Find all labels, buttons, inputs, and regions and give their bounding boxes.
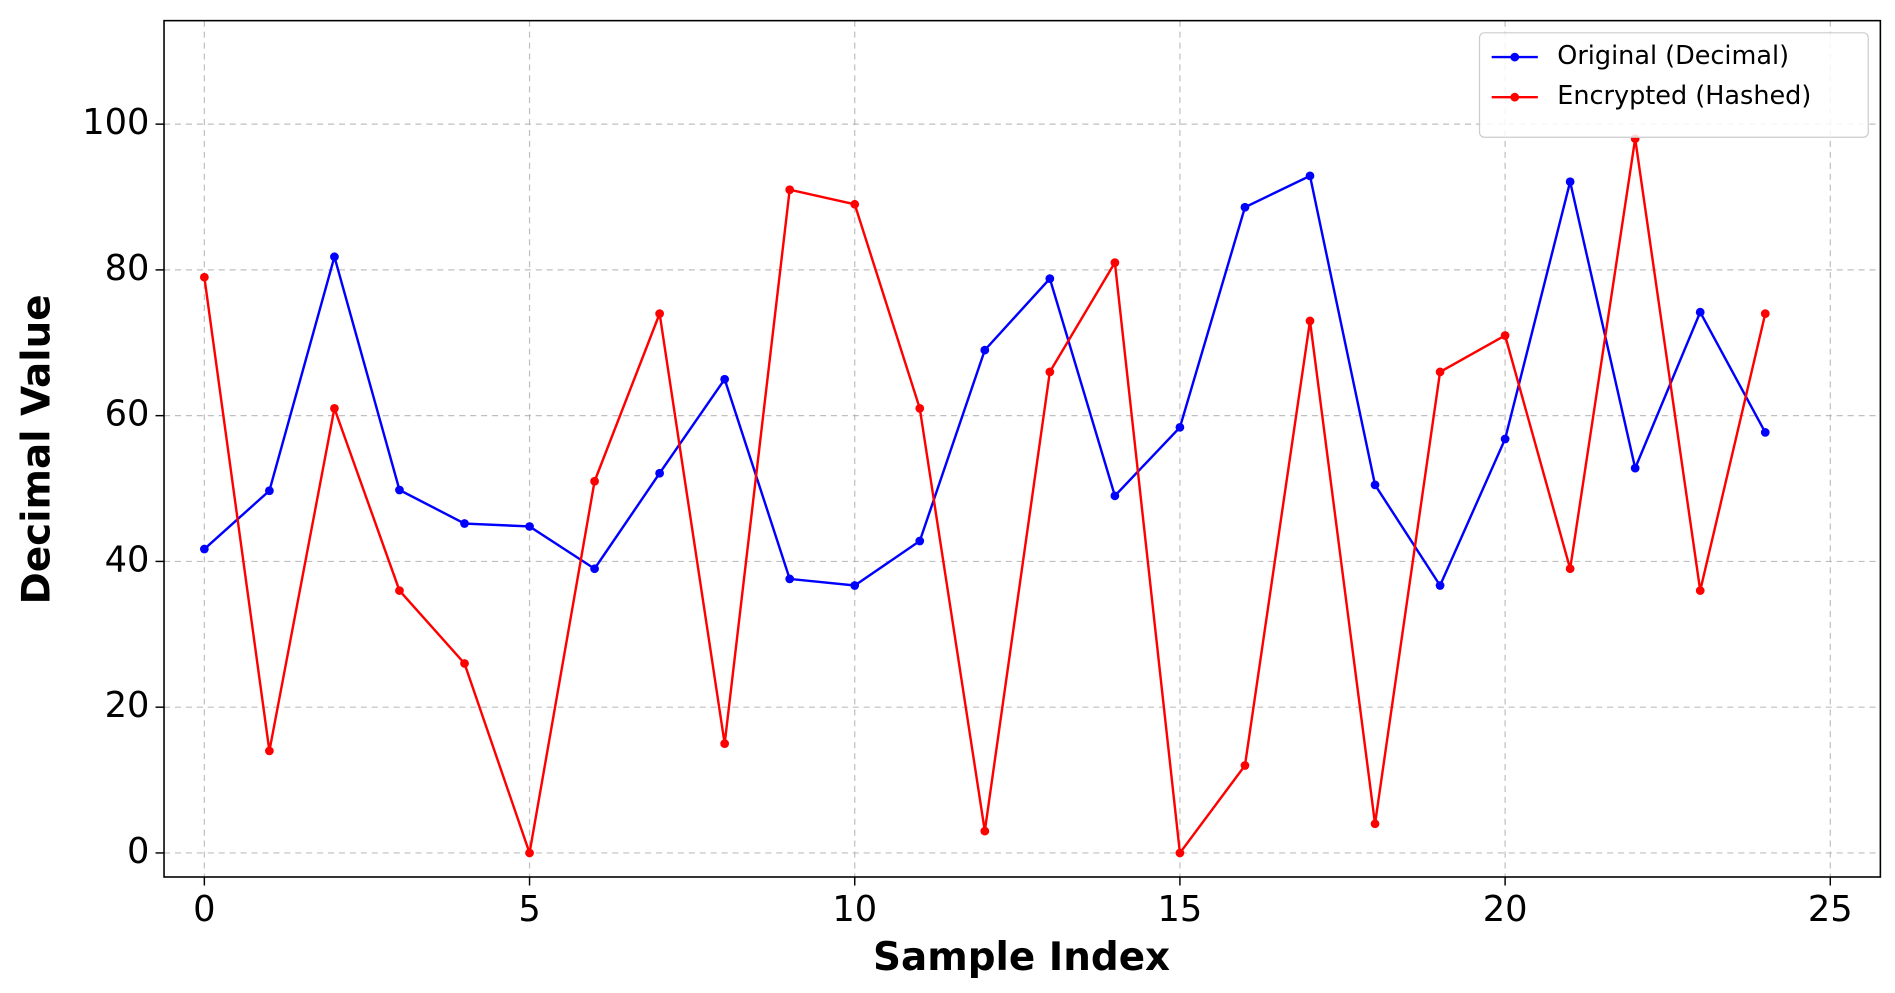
data-point: [1240, 202, 1250, 212]
data-point: [1435, 367, 1445, 377]
x-axis-label: Sample Index: [873, 935, 1170, 980]
data-point: [1045, 274, 1055, 284]
y-axis-label: Decimal Value: [14, 294, 59, 604]
data-point: [980, 826, 990, 836]
data-point: [785, 185, 795, 195]
y-tick-label: 80: [105, 248, 150, 289]
x-tick-label: 10: [832, 889, 877, 930]
data-point: [330, 252, 339, 262]
legend-marker: [1510, 52, 1520, 62]
x-tick-label: 15: [1158, 889, 1203, 930]
data-point: [525, 848, 534, 858]
data-point: [1305, 316, 1315, 326]
y-tick-label: 0: [127, 831, 149, 872]
data-point: [720, 374, 730, 384]
data-point: [199, 272, 209, 282]
data-point: [1565, 177, 1575, 187]
data-point: [1240, 761, 1250, 770]
data-point: [980, 345, 990, 355]
data-point: [1045, 367, 1055, 377]
series-line: [203, 174, 1767, 589]
data-point: [460, 519, 469, 528]
data-point: [1565, 564, 1575, 574]
x-tick-label: 0: [193, 889, 215, 930]
data-point: [265, 486, 274, 496]
data-point: [395, 485, 404, 495]
y-tick-label: 20: [105, 685, 150, 726]
x-tick-label: 5: [518, 889, 540, 930]
data-point: [915, 536, 925, 546]
legend-box: [1478, 32, 1869, 138]
data-point: [1760, 428, 1770, 437]
data-point: [460, 659, 469, 668]
data-point: [1175, 848, 1185, 858]
series-line: [203, 138, 1767, 857]
plot-frame: [163, 19, 1882, 878]
y-tick-label: 100: [82, 102, 149, 143]
data-point: [850, 199, 860, 209]
data-point: [330, 404, 339, 413]
data-point: [1305, 171, 1315, 181]
data-point: [1500, 434, 1510, 444]
data-point: [850, 581, 860, 590]
legend-label: Encrypted (Hashed): [1557, 81, 1811, 111]
data-point: [655, 309, 664, 319]
data-point: [395, 586, 404, 595]
legend-label: Original (Decimal): [1557, 41, 1789, 71]
data-point: [915, 404, 925, 413]
data-point: [1695, 307, 1705, 317]
data-point: [1500, 331, 1510, 340]
data-point: [199, 544, 209, 554]
data-point: [1175, 422, 1185, 432]
x-tick-label: 25: [1808, 889, 1853, 930]
data-point: [1370, 819, 1380, 829]
data-point: [720, 739, 730, 748]
legend-marker: [1510, 92, 1520, 102]
data-point: [590, 564, 599, 574]
data-point: [655, 468, 664, 478]
y-tick-label: 40: [105, 539, 150, 580]
data-point: [1435, 581, 1445, 590]
data-point: [1760, 309, 1770, 319]
data-point: [1370, 480, 1380, 490]
data-point: [590, 476, 599, 486]
data-point: [1630, 463, 1640, 473]
data-point: [1110, 491, 1120, 501]
data-point: [785, 574, 795, 584]
data-point: [525, 522, 534, 531]
data-point: [1110, 258, 1120, 267]
y-tick-label: 60: [105, 394, 150, 435]
data-point: [1695, 586, 1705, 595]
data-point: [265, 746, 274, 756]
x-tick-label: 20: [1483, 889, 1528, 930]
